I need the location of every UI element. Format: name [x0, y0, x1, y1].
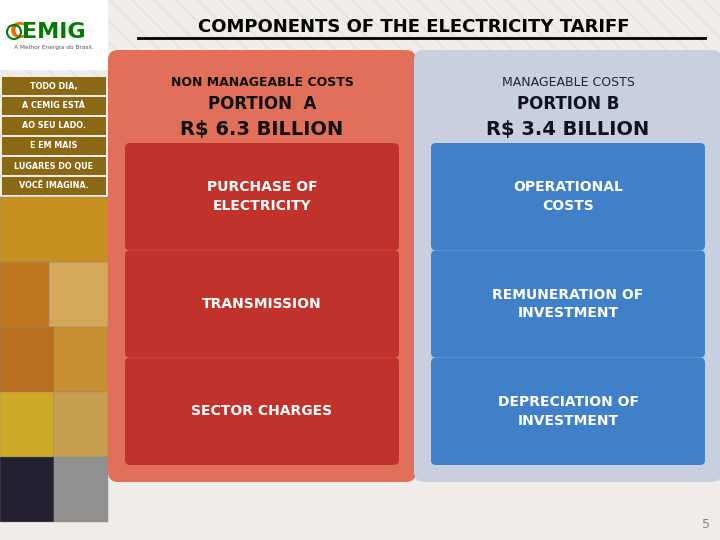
- Text: TODO DIA,: TODO DIA,: [30, 82, 78, 91]
- FancyBboxPatch shape: [431, 357, 705, 465]
- FancyBboxPatch shape: [414, 50, 720, 482]
- FancyBboxPatch shape: [431, 143, 705, 251]
- FancyBboxPatch shape: [54, 457, 108, 522]
- FancyBboxPatch shape: [0, 0, 108, 70]
- Text: TRANSMISSION: TRANSMISSION: [202, 297, 322, 311]
- Text: 5: 5: [702, 518, 710, 531]
- Text: DEPRECIATION OF
INVESTMENT: DEPRECIATION OF INVESTMENT: [498, 395, 639, 428]
- Text: E EM MAIS: E EM MAIS: [30, 141, 78, 151]
- FancyBboxPatch shape: [125, 357, 399, 465]
- Text: EMIG: EMIG: [22, 22, 86, 42]
- Text: R$ 6.3 BILLION: R$ 6.3 BILLION: [181, 120, 343, 139]
- FancyBboxPatch shape: [125, 251, 399, 357]
- Text: A Melhor Energia do Brasil.: A Melhor Energia do Brasil.: [14, 44, 94, 50]
- FancyBboxPatch shape: [108, 50, 416, 482]
- FancyBboxPatch shape: [0, 457, 54, 522]
- FancyBboxPatch shape: [54, 392, 108, 457]
- FancyBboxPatch shape: [0, 197, 108, 262]
- Text: COMPONENTS OF THE ELECTRICITY TARIFF: COMPONENTS OF THE ELECTRICITY TARIFF: [198, 18, 630, 36]
- FancyBboxPatch shape: [49, 262, 108, 327]
- Text: NON MANAGEABLE COSTS: NON MANAGEABLE COSTS: [171, 76, 354, 89]
- FancyBboxPatch shape: [0, 327, 54, 392]
- FancyBboxPatch shape: [0, 392, 54, 457]
- FancyBboxPatch shape: [125, 143, 399, 251]
- FancyBboxPatch shape: [2, 77, 106, 95]
- FancyBboxPatch shape: [54, 327, 108, 392]
- Text: SECTOR CHARGES: SECTOR CHARGES: [192, 404, 333, 418]
- Text: PORTION  A: PORTION A: [208, 95, 316, 113]
- FancyBboxPatch shape: [2, 117, 106, 135]
- Text: PORTION B: PORTION B: [517, 95, 619, 113]
- FancyBboxPatch shape: [431, 251, 705, 357]
- FancyBboxPatch shape: [2, 177, 106, 195]
- Text: REMUNERATION OF
INVESTMENT: REMUNERATION OF INVESTMENT: [492, 288, 644, 320]
- FancyBboxPatch shape: [2, 137, 106, 155]
- Text: A CEMIG ESTÁ: A CEMIG ESTÁ: [22, 102, 86, 111]
- FancyBboxPatch shape: [2, 97, 106, 115]
- Text: VOCÊ IMAGINA.: VOCÊ IMAGINA.: [19, 181, 89, 191]
- Text: LUGARES DO QUE: LUGARES DO QUE: [14, 161, 94, 171]
- Text: R$ 3.4 BILLION: R$ 3.4 BILLION: [487, 120, 649, 139]
- FancyBboxPatch shape: [0, 262, 49, 327]
- Text: AO SEU LADO.: AO SEU LADO.: [22, 122, 86, 131]
- Text: OPERATIONAL
COSTS: OPERATIONAL COSTS: [513, 180, 623, 213]
- Text: PURCHASE OF
ELECTRICITY: PURCHASE OF ELECTRICITY: [207, 180, 318, 213]
- FancyBboxPatch shape: [2, 157, 106, 175]
- Text: MANAGEABLE COSTS: MANAGEABLE COSTS: [502, 76, 634, 89]
- Text: C: C: [10, 22, 27, 42]
